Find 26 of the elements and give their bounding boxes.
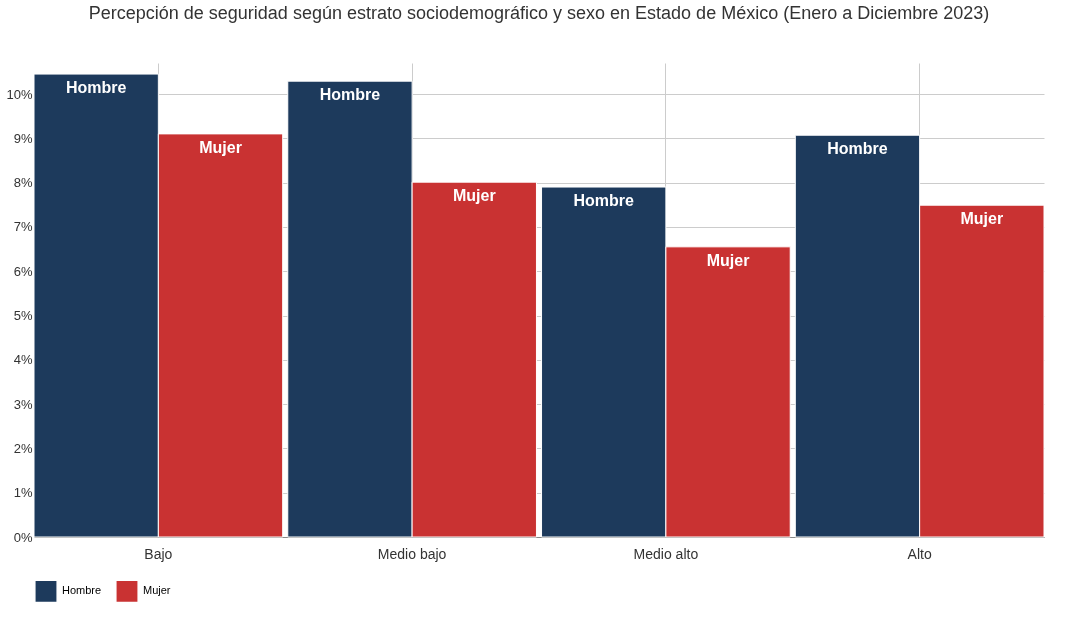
x-tick-label: Medio alto [633, 545, 699, 562]
text: Hombre [573, 192, 634, 210]
y-tick-label: 7% [13, 219, 33, 235]
y-tick-label: 2% [13, 440, 33, 456]
legend-label: Mujer [143, 584, 171, 597]
y-tick-label: 1% [13, 485, 33, 501]
text: Hombre [827, 140, 888, 158]
text: Mujer [199, 138, 242, 156]
text: Mujer [706, 251, 750, 269]
legend-label: Hombre [62, 584, 102, 597]
y-tick-label: 10% [6, 86, 33, 102]
y-tick-label: 3% [13, 396, 33, 412]
text: Hombre [319, 86, 381, 104]
x-tick-label: Alto [907, 545, 932, 562]
y-tick-label: 0% [13, 529, 33, 545]
x-tick-label: Bajo [144, 545, 173, 562]
y-tick-label: 4% [13, 352, 33, 368]
text: Hombre [65, 79, 127, 97]
text: Mujer [452, 187, 496, 205]
y-tick-label: 9% [13, 130, 33, 146]
chart-title: Percepción de seguridad según estrato sociodemográfico y sexo en Estado de México (Enero a Diciembre 2023) [88, 3, 990, 23]
text: Mujer [960, 210, 1004, 228]
x-tick-label: Medio bajo [377, 545, 447, 562]
y-tick-label: 5% [13, 308, 33, 323]
y-tick-label: 6% [13, 263, 33, 279]
y-tick-label: 8% [13, 175, 33, 191]
